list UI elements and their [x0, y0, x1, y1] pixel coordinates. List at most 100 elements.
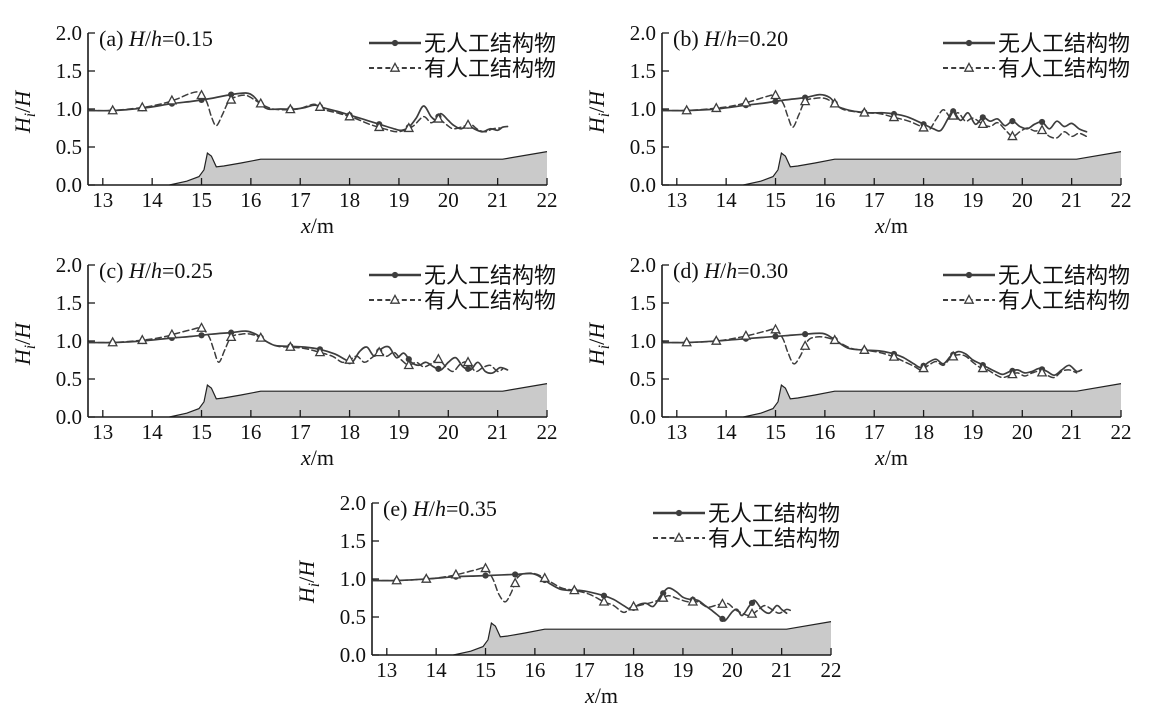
triangle-marker	[977, 118, 989, 129]
triangle-marker	[628, 600, 639, 611]
y-tick-label: 1.5	[630, 59, 656, 83]
y-tick-label: 2.0	[56, 253, 82, 277]
y-axis-label: Hi/H	[10, 90, 39, 134]
circle-marker	[802, 331, 809, 338]
triangle-marker	[918, 362, 929, 373]
x-tick-label: 22	[1111, 420, 1132, 444]
legend-entry: 无人工结构物	[653, 501, 840, 526]
legend-entry: 无人工结构物	[943, 31, 1130, 56]
legend-circle-icon	[391, 271, 399, 279]
triangle-marker	[255, 331, 267, 342]
x-tick-label: 14	[426, 658, 448, 682]
triangle-marker	[391, 574, 402, 585]
x-tick-label: 21	[487, 420, 508, 444]
series-no-structure-markers	[393, 571, 756, 622]
triangle-marker	[947, 350, 959, 361]
legend-label: 无人工结构物	[998, 31, 1130, 56]
triangle-marker	[480, 562, 491, 573]
legend-entry: 有人工结构物	[369, 56, 556, 81]
triangle-marker	[255, 97, 267, 108]
x-tick-label: 16	[814, 420, 835, 444]
triangle-marker	[285, 103, 296, 114]
x-tick-label: 17	[864, 420, 885, 444]
x-tick-label: 15	[191, 420, 212, 444]
x-tick-label: 18	[623, 658, 644, 682]
y-tick-label: 0.5	[340, 605, 366, 629]
series-no-structure-line	[88, 92, 509, 133]
triangle-marker	[740, 96, 752, 107]
x-tick-label: 16	[524, 658, 545, 682]
legend-entry: 有人工结构物	[943, 288, 1130, 313]
subplot-svg: 13 14 15 16 17 18 19 20 21 22 0.0 0.5 1.0 1.5 2.0 x/m Hi…	[10, 21, 558, 238]
y-tick-label: 2.0	[630, 253, 656, 277]
y-tick-label: 1.5	[340, 529, 366, 553]
x-tick-label: 20	[1012, 188, 1033, 212]
x-tick-label: 13	[92, 188, 113, 212]
x-tick-label: 22	[537, 188, 558, 212]
triangle-marker	[657, 592, 669, 602]
x-tick-label: 20	[1012, 420, 1033, 444]
y-tick-label: 2.0	[340, 491, 366, 515]
x-tick-label: 14	[142, 420, 164, 444]
triangle-marker	[1036, 366, 1048, 377]
y-tick-label: 0.0	[630, 173, 656, 197]
bathymetry-outline	[169, 151, 548, 186]
legend-label: 有人工结构物	[424, 288, 556, 313]
y-tick-label: 0.5	[630, 135, 656, 159]
series-with-structure-line	[372, 567, 793, 617]
legend-triangle-icon	[389, 294, 401, 304]
legend-label: 有人工结构物	[424, 56, 556, 81]
x-tick-label: 20	[722, 658, 743, 682]
x-tick-label: 15	[475, 658, 496, 682]
x-tick-label: 21	[1061, 420, 1082, 444]
triangle-marker	[1007, 368, 1018, 379]
x-tick-label: 20	[438, 188, 459, 212]
triangle-marker	[687, 595, 699, 606]
subplot-svg: 13 14 15 16 17 18 19 20 21 22 0.0 0.5 1.0 1.5 2.0 x/m Hi…	[584, 21, 1132, 238]
series-with-structure-markers	[681, 323, 1048, 379]
subplot-b: 13 14 15 16 17 18 19 20 21 22 0.0 0.5 1.0 1.5 2.0 x/m Hi…	[574, 0, 1149, 238]
legend-label: 有人工结构物	[998, 288, 1130, 313]
legend-triangle-icon	[673, 532, 685, 542]
x-tick-label: 17	[574, 658, 595, 682]
triangle-marker	[598, 595, 610, 606]
x-tick-label: 18	[913, 420, 934, 444]
circle-marker	[748, 599, 756, 607]
series-no-structure-line	[662, 93, 1088, 133]
triangle-marker	[740, 329, 752, 340]
circle-marker	[772, 98, 779, 105]
circle-marker	[482, 572, 489, 579]
y-tick-label: 2.0	[630, 21, 656, 45]
y-tick-label: 1.0	[56, 329, 82, 353]
triangle-marker	[137, 101, 148, 112]
x-tick-label: 16	[240, 420, 261, 444]
triangle-marker	[918, 121, 929, 132]
bathymetry-area	[743, 151, 1121, 185]
x-tick-label: 16	[240, 188, 261, 212]
legend-label: 有人工结构物	[708, 526, 840, 551]
series-with-structure-line	[88, 326, 504, 373]
legend-triangle-icon	[963, 62, 975, 72]
bathymetry-outline	[453, 621, 832, 656]
x-tick-label: 13	[376, 658, 397, 682]
triangle-marker	[107, 336, 118, 347]
x-tick-label: 20	[438, 420, 459, 444]
triangle-marker	[403, 359, 415, 370]
x-tick-label: 17	[290, 420, 311, 444]
series-with-structure-markers	[391, 562, 758, 618]
series-no-structure-line	[88, 330, 509, 375]
y-axis-label: Hi/H	[294, 560, 323, 604]
subplot-d: 13 14 15 16 17 18 19 20 21 22 0.0 0.5 1.0 1.5 2.0 x/m Hi…	[574, 232, 1149, 470]
subplot-svg: 13 14 15 16 17 18 19 20 21 22 0.0 0.5 1.0 1.5 2.0 x/m Hi…	[584, 253, 1132, 470]
y-tick-label: 2.0	[56, 21, 82, 45]
x-tick-label: 14	[142, 188, 164, 212]
triangle-marker	[888, 111, 900, 122]
legend-triangle-icon	[963, 294, 975, 304]
triangle-marker	[107, 104, 118, 115]
x-tick-label: 18	[339, 188, 360, 212]
triangle-marker	[977, 362, 989, 373]
bathymetry-outline	[743, 151, 1122, 186]
